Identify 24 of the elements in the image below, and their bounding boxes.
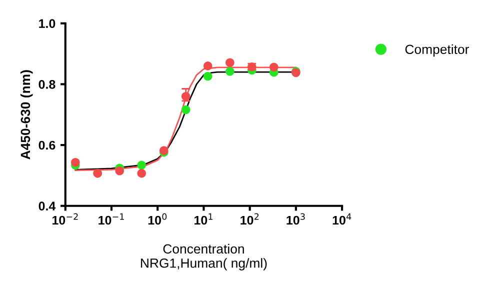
point [71,158,80,167]
x-tick-label: 10$^{0}$ [148,213,167,225]
point [203,62,212,70]
x-tick-label: 10$^{−1}$ [98,213,124,225]
point [137,160,146,170]
y-tick-label: 0.4 [38,202,56,211]
x-tick-label: 10$^{3}$ [286,213,305,225]
point [181,105,190,114]
y-tick-label: 0.8 [38,80,56,89]
y-tick-label: 0.6 [38,140,56,150]
point [203,72,212,81]
x-tick-label: 10$^{4}$ [332,213,352,225]
point [226,58,234,67]
y-axis-title: A450-630 (nm) [20,70,33,160]
x-tick-label: 10$^{−2}$ [52,213,78,225]
legend-label: Competitor [405,44,469,57]
point [137,168,146,178]
x-axis-title: Concentration NRG1,Human( ng/ml) [141,244,267,270]
y-tick-label: 1.0 [39,19,56,28]
x-tick-label: 10$^{2}$ [240,213,259,225]
point [270,62,278,72]
point [115,166,124,176]
x-tick-label: 10$^{1}$ [194,213,212,225]
point [226,67,234,76]
